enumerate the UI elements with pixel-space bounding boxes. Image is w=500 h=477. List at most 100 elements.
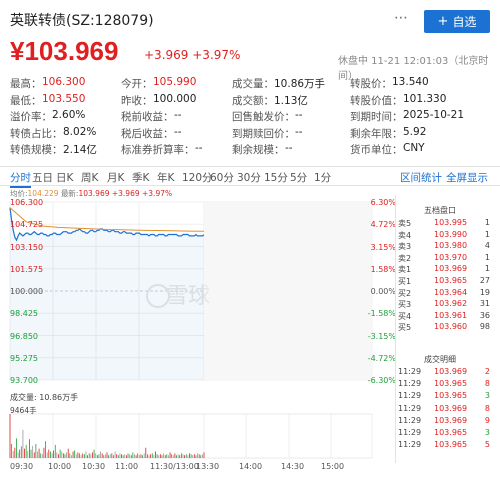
trade-qty: 2: [484, 367, 490, 376]
info-label: 昨收：: [121, 94, 153, 107]
info-row: 最高： 106.300 今开： 105.990 成交量： 10.86万手 转股价： 13.54…: [10, 76, 490, 93]
info-label: 到期赎回价：: [232, 127, 295, 140]
trade-time: 11:29: [398, 379, 422, 389]
x-tick: 10:00: [48, 462, 72, 471]
trade-price: 103.965: [434, 391, 468, 401]
trade-row: 11:29 103.965 8: [398, 379, 490, 391]
trade-time: 11:29: [398, 391, 422, 401]
orderbook-row: 卖5 103.995 1: [398, 218, 490, 230]
orderbook-title: 五档盘口: [424, 206, 456, 215]
avg-label: 均价:: [10, 189, 28, 198]
info-label: 税前收益：: [121, 111, 174, 124]
info-value: 2.14亿: [63, 144, 97, 157]
trade-time: 11:29: [398, 415, 422, 425]
tab-3[interactable]: 周K: [81, 172, 99, 184]
y-tick-left: 98.425: [10, 309, 38, 319]
orderbook-qty: 1: [484, 252, 490, 262]
info-label: 转债规模：: [10, 144, 63, 157]
info-label: 剩余规模：: [232, 144, 285, 157]
y-tick-left: 104.725: [10, 220, 44, 230]
volume-frame: [9, 413, 373, 459]
trade-price: 103.965: [434, 428, 468, 437]
trade-price: 103.965: [434, 440, 468, 450]
orderbook-qty: 4: [484, 241, 490, 251]
y-tick-left: 100.000: [10, 287, 44, 296]
tab-12[interactable]: 1分: [314, 172, 332, 184]
y-tick-left: 96.850: [10, 331, 38, 341]
info-label: 货币单位：: [350, 144, 403, 157]
price-change: +3.969 +3.97%: [144, 48, 240, 62]
tab-9[interactable]: 30分: [237, 172, 261, 184]
trade-time: 11:29: [398, 403, 422, 413]
change-percent: +3.97%: [192, 48, 241, 62]
info-row: 转债占比： 8.02% 税后收益： -- 到期赎回价： -- 剩余年限： 5.92: [10, 126, 490, 143]
more-icon[interactable]: ⋯: [394, 10, 409, 26]
info-value: 103.550: [42, 92, 86, 105]
orderbook-qty: 36: [479, 310, 490, 320]
tab-0[interactable]: 分时: [10, 170, 31, 188]
orderbook-qty: 27: [479, 276, 490, 285]
y-tick-right: 6.30%: [370, 198, 396, 207]
tab-6[interactable]: 年K: [157, 172, 175, 184]
orderbook-price: 103.960: [434, 322, 468, 332]
y-tick-left: 93.700: [10, 376, 38, 385]
volume-label: 成交量: 10.86万手: [10, 393, 79, 402]
trade-qty: 3: [484, 391, 490, 401]
orderbook-qty: 19: [479, 287, 490, 297]
trade-row: 11:29 103.965 3: [398, 391, 490, 403]
avg-value: 104.229: [27, 189, 59, 198]
latest-value: 103.969 +3.969 +3.97%: [78, 189, 173, 198]
orderbook-row: 买3 103.962 31: [398, 299, 490, 311]
tab-5[interactable]: 季K: [132, 172, 150, 184]
info-value: 105.990: [153, 76, 197, 88]
info-value: 2.60%: [52, 109, 86, 122]
orderbook-price: 103.965: [434, 276, 468, 285]
orderbook-row: 买4 103.961 36: [398, 311, 490, 323]
tab-10[interactable]: 15分: [264, 172, 288, 184]
trade-qty: 8: [484, 403, 490, 413]
info-row: 转债规模： 2.14亿 标准券折算率： -- 剩余规模： -- 货币单位： CNY: [10, 142, 490, 159]
volume-max: 9464手: [10, 406, 37, 415]
tab-4[interactable]: 月K: [107, 172, 125, 184]
tab-11[interactable]: 5分: [290, 172, 308, 184]
tab-8[interactable]: 60分: [210, 172, 234, 184]
info-label: 转股价：: [350, 78, 392, 90]
watermark: 雪球: [166, 284, 210, 309]
info-value: 10.86万手: [274, 78, 326, 90]
orderbook-row: 卖2 103.970 1: [398, 253, 490, 265]
info-label: 剩余年限：: [350, 127, 403, 140]
tab-1[interactable]: 五日: [32, 172, 53, 184]
orderbook-row: 卖4 103.990 1: [398, 230, 490, 242]
trade-row: 11:29 103.965 5: [398, 440, 490, 452]
orderbook-label: 买3: [398, 300, 412, 310]
add-watchlist-button[interactable]: + 自选: [424, 10, 490, 33]
info-label: 最高：: [10, 78, 42, 90]
info-label: 回售触发价：: [232, 111, 295, 124]
orderbook-qty: 31: [479, 299, 490, 309]
orderbook-label: 卖1: [398, 265, 412, 275]
orderbook-price: 103.980: [434, 241, 468, 251]
orderbook-row: 买2 103.964 19: [398, 288, 490, 300]
trade-qty: 5: [484, 440, 490, 450]
tab-2[interactable]: 日K: [56, 172, 74, 184]
x-tick: 10:30: [82, 462, 106, 471]
info-value: --: [295, 109, 303, 122]
fullscreen-link[interactable]: 全屏显示: [446, 172, 488, 184]
info-value: 100.000: [153, 92, 197, 105]
bond-title: 英联转债(SZ:128079): [10, 13, 154, 29]
orderbook-label: 买4: [398, 311, 412, 321]
x-tick: 11:30/13:00: [150, 462, 199, 471]
y-tick-left: 95.275: [10, 353, 38, 363]
tab-7[interactable]: 120分: [182, 172, 213, 184]
orderbook-row: 卖3 103.980 4: [398, 241, 490, 253]
orderbook-panel: [395, 195, 496, 463]
orderbook-price: 103.964: [434, 287, 468, 297]
plus-icon: +: [437, 14, 449, 29]
market-status: 休盘中 11-21 12:01:03（北京时间）: [338, 56, 489, 82]
info-value: 8.02%: [63, 125, 97, 138]
orderbook-label: 卖5: [398, 219, 412, 228]
x-tick: 09:30: [10, 462, 34, 471]
interval-stats-link[interactable]: 区间统计: [400, 172, 442, 184]
current-price: ¥103.969: [10, 36, 119, 66]
info-label: 成交量：: [232, 78, 274, 90]
